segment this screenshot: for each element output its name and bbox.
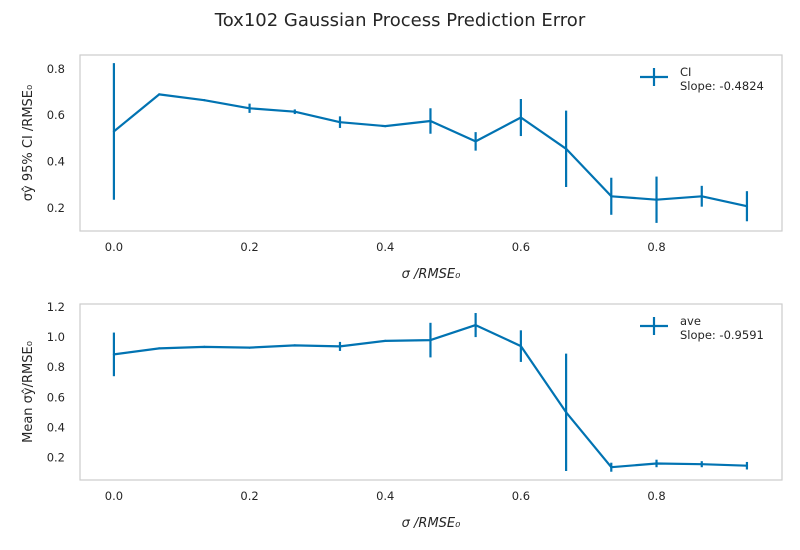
legend-label: CI — [680, 65, 691, 79]
x-tick-label: 0.8 — [647, 240, 665, 254]
data-point — [112, 130, 116, 133]
data-point — [293, 344, 296, 347]
x-tick-label: 0.2 — [240, 489, 258, 503]
data-point — [565, 411, 568, 414]
data-point — [655, 462, 658, 465]
x-tick-label: 0.8 — [647, 489, 665, 503]
data-point — [610, 466, 613, 469]
y-tick-label: 0.4 — [47, 155, 65, 169]
data-point — [384, 124, 387, 128]
data-point — [158, 347, 161, 350]
y-tick-label: 1.0 — [47, 330, 65, 344]
data-point — [203, 99, 206, 102]
data-point — [293, 110, 296, 113]
y-tick-label: 0.6 — [47, 390, 65, 404]
y-tick-label: 0.8 — [47, 360, 65, 374]
axes-mean: 0.0 0.2 0.4 0.6 0.8 0.2 0.4 0.6 0.8 1.0 1.2 σ /RMSE… — [21, 300, 783, 531]
y-tick-label: 0.2 — [47, 201, 65, 215]
data-point — [248, 346, 251, 349]
x-tick-label: 0.6 — [512, 489, 530, 503]
x-axis-label: σ /RMSE₀ — [402, 516, 461, 531]
plot-frame — [79, 303, 783, 481]
y-axis-label: Mean σŷ/RMSE₀ — [21, 341, 36, 443]
data-point — [700, 195, 703, 198]
y-axis-label: σŷ 95% CI /RMSE₀ — [21, 85, 36, 201]
x-tick-label: 0.4 — [376, 489, 394, 503]
data-point — [745, 464, 749, 467]
data-point — [474, 323, 477, 327]
data-point — [655, 198, 658, 201]
data-point — [248, 107, 251, 110]
x-tick-label: 0.0 — [105, 489, 123, 503]
data-point — [610, 195, 613, 198]
x-tick-label: 0.4 — [376, 240, 394, 254]
data-point — [429, 119, 432, 123]
y-tick-label: 1.2 — [47, 300, 65, 314]
data-point — [429, 339, 432, 342]
legend-slope: Slope: -0.4824 — [680, 79, 764, 93]
data-point — [203, 345, 206, 348]
legend-label: ave — [680, 314, 701, 328]
data-point — [338, 345, 342, 348]
data-point — [158, 93, 161, 96]
y-tick-label: 0.2 — [47, 450, 65, 464]
data-point — [745, 205, 749, 208]
plot-frame — [79, 54, 783, 232]
legend-slope: Slope: -0.9591 — [680, 328, 764, 342]
y-tick-label: 0.6 — [47, 108, 65, 122]
data-point — [474, 140, 477, 143]
y-tick-label: 0.4 — [47, 420, 65, 434]
data-point — [519, 116, 522, 119]
x-axis-label: σ /RMSE₀ — [402, 267, 461, 282]
x-tick-label: 0.6 — [512, 240, 530, 254]
x-tick-label: 0.0 — [105, 240, 123, 254]
data-point — [565, 147, 568, 150]
figure-title: Tox102 Gaussian Process Prediction Error — [214, 10, 586, 31]
data-point — [700, 463, 703, 466]
data-point — [519, 345, 522, 348]
x-tick-label: 0.2 — [240, 240, 258, 254]
data-point — [112, 353, 116, 356]
data-point — [338, 121, 342, 124]
data-point — [384, 339, 387, 342]
y-tick-label: 0.8 — [47, 62, 65, 76]
axes-ci: 0.0 0.2 0.4 0.6 0.8 0.2 0.4 0.6 0.8 σ /RMSE₀ σŷ 95… — [21, 54, 783, 282]
